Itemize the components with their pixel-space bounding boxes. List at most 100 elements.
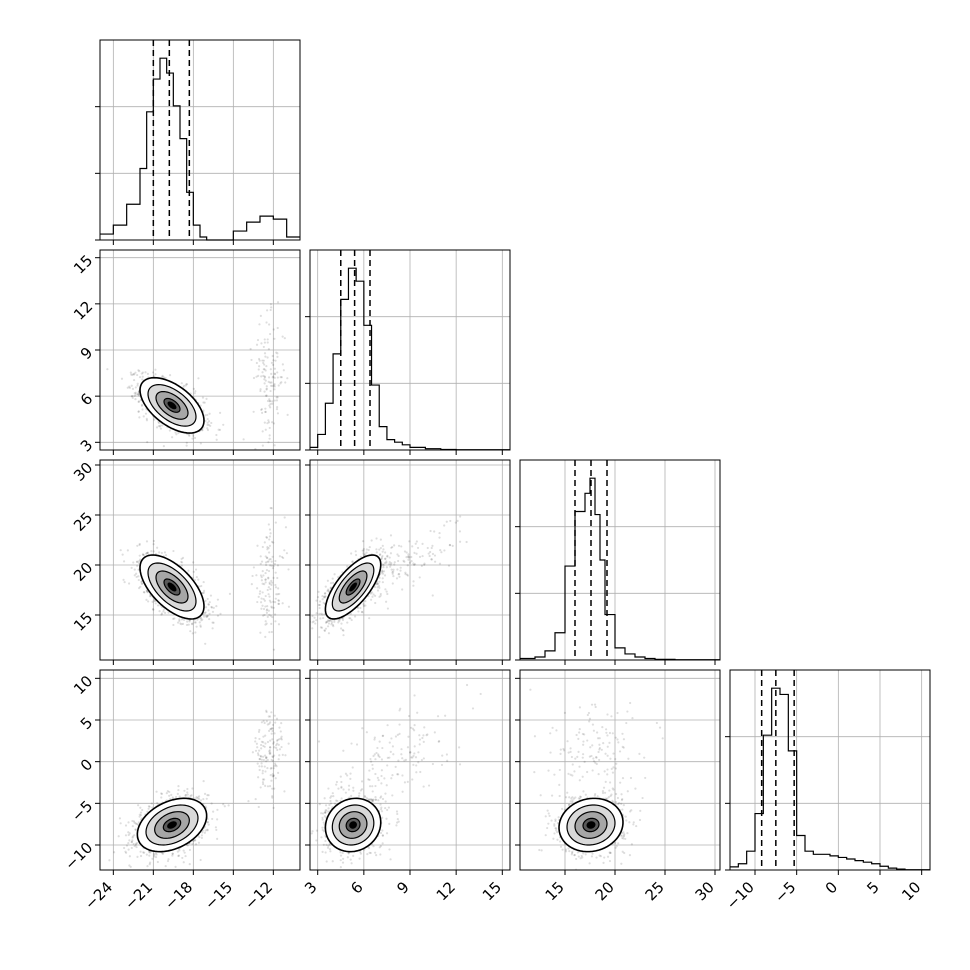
scatter-point <box>141 808 144 812</box>
scatter-point <box>162 376 165 379</box>
scatter-point <box>222 803 225 806</box>
scatter-point <box>206 597 209 601</box>
scatter-point <box>186 787 189 791</box>
scatter-point <box>379 594 382 597</box>
scatter-point <box>264 555 267 558</box>
scatter-point <box>274 521 277 524</box>
scatter-point <box>270 606 274 609</box>
scatter-point <box>210 421 213 425</box>
scatter-point <box>137 804 140 807</box>
scatter-point <box>255 343 259 346</box>
scatter-point <box>349 612 352 615</box>
scatter-point <box>141 408 144 411</box>
y-tick-label: 3 <box>77 436 96 455</box>
x-tick-label: −12 <box>241 878 276 913</box>
scatter-point <box>154 368 157 371</box>
scatter-point <box>154 373 157 376</box>
scatter-point <box>267 441 270 444</box>
scatter-point <box>143 851 146 854</box>
scatter-point <box>271 555 274 558</box>
scatter-point <box>270 579 273 582</box>
scatter-point <box>152 543 155 546</box>
scatter-point <box>130 384 133 387</box>
scatter-point <box>153 599 156 602</box>
scatter-point <box>266 556 269 560</box>
scatter-point <box>262 735 265 738</box>
scatter-point <box>283 549 286 552</box>
scatter-point <box>131 387 135 390</box>
scatter-point <box>177 854 181 857</box>
scatter-point <box>180 623 183 626</box>
scatter-point <box>215 828 218 832</box>
scatter-point <box>266 341 269 344</box>
scatter-point <box>381 544 384 547</box>
scatter-point <box>274 571 277 574</box>
scatter-point <box>127 582 131 585</box>
scatter-point <box>263 341 267 344</box>
scatter-point <box>202 798 205 801</box>
scatter-point <box>158 425 162 428</box>
scatter-point <box>260 740 264 743</box>
scatter-point <box>191 842 194 845</box>
scatter-point <box>268 729 271 732</box>
panel-frame <box>519 459 721 661</box>
scatter-point <box>171 852 174 855</box>
scatter-point <box>119 549 122 552</box>
scatter-point <box>362 547 365 551</box>
scatter-point <box>138 416 141 419</box>
scatter-point <box>268 426 271 430</box>
scatter-point <box>257 754 260 757</box>
scatter-point <box>262 361 265 365</box>
scatter-point <box>185 383 189 386</box>
scatter-point <box>261 781 265 784</box>
histogram-step-2 <box>520 477 720 661</box>
scatter-point <box>261 604 264 607</box>
scatter-point <box>281 753 284 756</box>
scatter-point <box>251 574 254 578</box>
x-tick-label: −24 <box>81 878 116 913</box>
scatter-point <box>193 838 196 842</box>
scatter-point <box>266 605 269 608</box>
scatter-point <box>215 605 218 608</box>
scatter-point <box>323 592 327 595</box>
scatter-point <box>161 424 164 427</box>
scatter-point <box>152 550 155 553</box>
scatter-point <box>264 379 267 382</box>
scatter-point <box>172 549 175 553</box>
scatter-point <box>148 854 151 857</box>
scatter-point <box>259 590 262 593</box>
scatter-point <box>326 620 329 624</box>
scatter-point <box>185 383 188 386</box>
scatter-point <box>208 617 211 621</box>
panel-content <box>310 515 468 639</box>
scatter-point <box>188 434 191 437</box>
scatter-point <box>276 739 279 742</box>
scatter-point <box>277 743 280 746</box>
scatter-point <box>265 556 269 559</box>
scatter-point <box>136 823 140 826</box>
scatter-point <box>272 754 276 757</box>
scatter-point <box>127 848 130 851</box>
scatter-point <box>267 523 270 526</box>
scatter-point <box>128 386 132 389</box>
scatter-point <box>260 747 263 750</box>
scatter-point <box>339 627 343 630</box>
scatter-point <box>201 618 204 621</box>
scatter-point <box>147 600 150 603</box>
scatter-point <box>135 822 138 826</box>
scatter-point <box>266 766 269 770</box>
scatter-point <box>268 437 271 440</box>
scatter-point <box>273 337 276 340</box>
scatter-point <box>138 815 141 818</box>
scatter-point <box>377 585 381 588</box>
scatter-point <box>228 592 232 595</box>
scatter-point <box>266 356 269 359</box>
scatter-point <box>192 434 195 437</box>
scatter-point <box>128 864 131 867</box>
scatter-point <box>140 580 143 584</box>
scatter-point <box>216 598 220 601</box>
scatter-point <box>270 727 274 730</box>
scatter-point <box>180 564 183 567</box>
scatter-point <box>271 723 275 727</box>
